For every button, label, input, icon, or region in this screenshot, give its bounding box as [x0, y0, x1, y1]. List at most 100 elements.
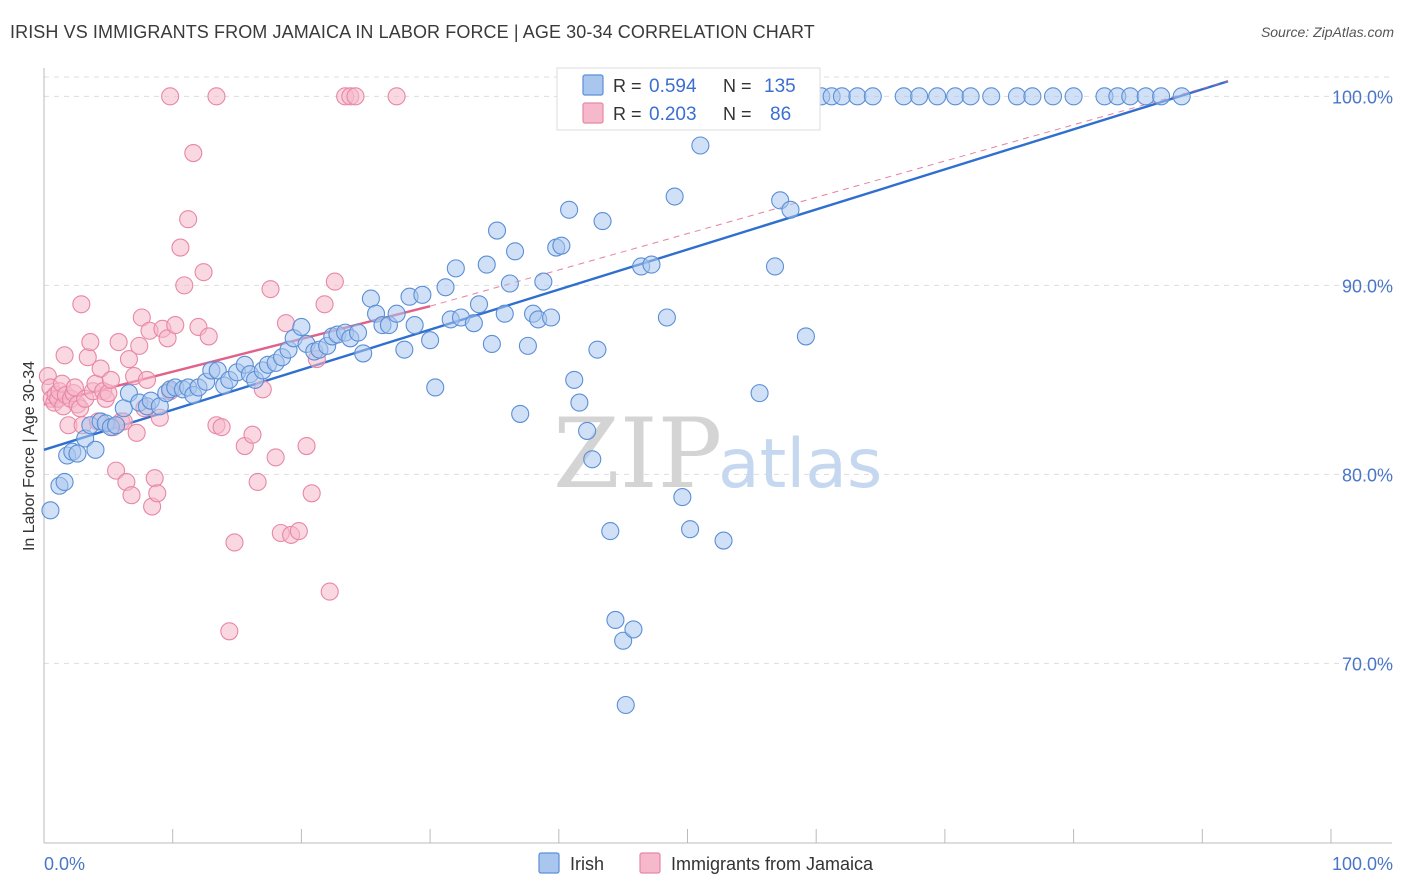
irish-point [593, 212, 612, 231]
irish-point [796, 327, 815, 346]
irish-point [982, 87, 1001, 106]
irish-point [894, 87, 913, 106]
irish-point [354, 344, 373, 363]
irish-point [107, 416, 126, 435]
irish-point [511, 404, 530, 423]
irish-point [832, 87, 851, 106]
legend-r-label-2: R = [613, 104, 642, 124]
irish-point [588, 340, 607, 359]
irish-point [495, 304, 514, 323]
y-axis-label: In Labor Force | Age 30-34 [21, 361, 38, 551]
irish-point [505, 242, 525, 261]
jamaica-point [289, 522, 308, 541]
jamaica-point [55, 346, 74, 365]
jamaica-point [109, 333, 128, 352]
jamaica-point [127, 423, 146, 442]
jamaica-point [175, 276, 194, 295]
irish-point [1023, 87, 1042, 106]
jamaica-point [130, 336, 149, 355]
irish-point [1064, 87, 1083, 106]
jamaica-point [91, 359, 110, 378]
legend-swatch-irish [582, 74, 604, 96]
jamaica-point [325, 272, 344, 291]
jamaica-point [101, 370, 120, 389]
irish-point [41, 501, 60, 520]
irish-point [534, 272, 553, 291]
irish-point [552, 236, 571, 255]
jamaica-point [207, 87, 226, 106]
jamaica-point [243, 425, 262, 444]
jamaica-point [261, 280, 280, 299]
jamaica-point [132, 308, 151, 327]
irish-point [405, 316, 424, 335]
irish-point [518, 336, 537, 355]
jamaica-point [171, 238, 190, 257]
watermark-atlas: atlas [718, 425, 882, 504]
jamaica-point [122, 486, 141, 505]
irish-point [665, 187, 684, 206]
legend-n-label-2: N = [723, 104, 752, 124]
irish-point [781, 200, 800, 219]
irish-point [55, 472, 74, 492]
jamaica-point [158, 329, 177, 348]
irish-points [41, 87, 1191, 715]
irish-point [542, 308, 561, 327]
jamaica-point [81, 333, 100, 352]
series-legend: Irish Immigrants from Jamaica [538, 852, 874, 874]
jamaica-point [161, 87, 180, 106]
irish-point [961, 87, 980, 106]
jamaica-point [346, 87, 365, 106]
irish-point [426, 378, 445, 397]
jamaica-point [320, 582, 339, 601]
irish-point [606, 610, 625, 630]
irish-point [578, 421, 597, 440]
irish-point [583, 450, 602, 469]
jamaica-point [72, 295, 91, 314]
jamaica-point [315, 295, 334, 314]
irish-point [750, 384, 769, 403]
jamaica-point [220, 622, 239, 641]
y-tick-label: 70.0% [1342, 654, 1393, 674]
irish-point [348, 323, 368, 342]
legend-swatch-jamaica [582, 102, 604, 124]
source-label: Source: ZipAtlas.com [1260, 24, 1394, 40]
bottom-legend-irish: Irish [570, 854, 604, 874]
jamaica-point [166, 316, 185, 335]
irish-point [691, 136, 710, 155]
irish-point [114, 399, 133, 418]
irish-point [1136, 87, 1155, 106]
irish-point [614, 631, 633, 650]
irish-point [500, 274, 519, 293]
jamaica-point [179, 210, 198, 229]
irish-point [714, 531, 733, 550]
irish-point [1043, 87, 1063, 106]
irish-point [1152, 87, 1171, 106]
legend-r-value-1: 0.594 [649, 76, 697, 97]
legend-r-label-1: R = [613, 76, 642, 96]
irish-point [681, 520, 700, 539]
y-tick-label: 80.0% [1342, 465, 1393, 485]
axes [43, 68, 1392, 844]
jamaica-point [297, 436, 316, 456]
irish-point [570, 393, 589, 412]
irish-point [1121, 87, 1140, 106]
irish-point [469, 295, 489, 314]
irish-point [928, 87, 947, 106]
x-tick-label-end: 100.0% [1332, 854, 1393, 874]
jamaica-point [302, 484, 321, 503]
irish-point [487, 221, 507, 240]
irish-point [565, 370, 584, 389]
jamaica-point [276, 314, 296, 333]
x-tick-labels: 0.0% 100.0% [44, 854, 1393, 874]
bottom-legend-jamaica: Immigrants from Jamaica [671, 854, 874, 874]
jamaica-point [148, 484, 167, 503]
jamaica-point [199, 327, 218, 346]
jamaica-point [145, 469, 164, 488]
jamaica-point [212, 418, 231, 437]
irish-point [68, 444, 87, 463]
irish-point [624, 620, 643, 639]
irish-point [910, 87, 929, 106]
legend-n-label-1: N = [723, 76, 752, 96]
irish-point [395, 340, 414, 359]
